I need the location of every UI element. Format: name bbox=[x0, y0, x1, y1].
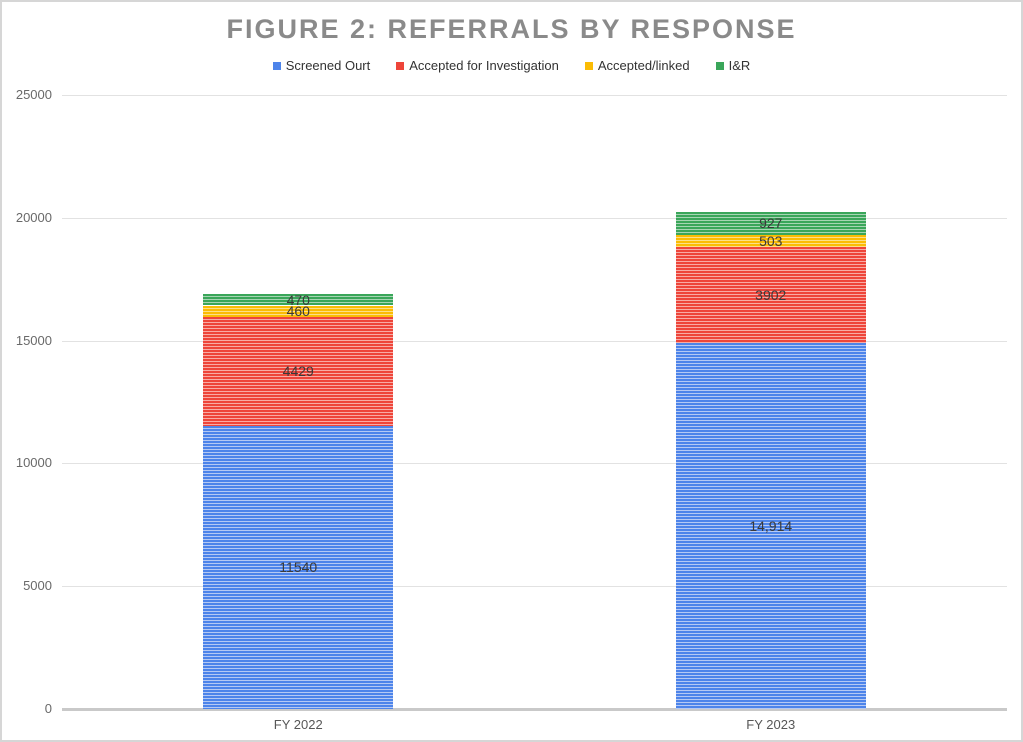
bar-value-label: 14,914 bbox=[749, 517, 793, 534]
bar-segment-i-r bbox=[675, 211, 866, 235]
legend-item: I&R bbox=[715, 58, 751, 73]
gridline bbox=[62, 463, 1007, 465]
chart-legend: Screened Ourt Accepted for Investigation A… bbox=[2, 58, 1021, 73]
legend-item: Accepted/linked bbox=[584, 58, 690, 73]
bar-value-label: 11540 bbox=[279, 559, 318, 576]
bar-value-label: 503 bbox=[759, 232, 783, 249]
legend-marker-icon bbox=[272, 61, 281, 70]
gridline bbox=[62, 340, 1007, 342]
legend-item: Screened Ourt bbox=[272, 58, 371, 73]
bar-segment-accepted-for-investigation bbox=[203, 316, 394, 426]
bar-value-label: 4429 bbox=[282, 363, 314, 380]
bar-value-label: 927 bbox=[759, 215, 783, 232]
bar-segment-accepted-linked bbox=[203, 305, 394, 317]
gridline bbox=[62, 217, 1007, 219]
legend-label: Accepted for Investigation bbox=[409, 58, 559, 73]
y-tick-label: 10000 bbox=[15, 455, 52, 471]
bar-value-label: 470 bbox=[286, 291, 310, 308]
legend-label: Accepted/linked bbox=[597, 58, 690, 73]
bar-segment-accepted-linked bbox=[675, 234, 866, 247]
y-tick-label: 0 bbox=[44, 701, 52, 716]
bar-value-label: 3902 bbox=[755, 286, 787, 303]
bar-segment-i-r bbox=[203, 293, 394, 306]
bar-segment-screened-ourt bbox=[675, 342, 866, 709]
legend-marker-icon bbox=[396, 61, 405, 70]
bar-value-label: 460 bbox=[286, 303, 310, 320]
x-axis-line bbox=[62, 708, 1007, 711]
gridline bbox=[62, 586, 1007, 588]
legend-label: Screened Ourt bbox=[285, 58, 371, 73]
legend-marker-icon bbox=[715, 61, 724, 70]
y-tick-label: 20000 bbox=[15, 209, 52, 225]
x-axis-label: FY 2023 bbox=[746, 717, 796, 732]
bar-segment-accepted-for-investigation bbox=[675, 246, 866, 343]
chart-title: FIGURE 2: REFERRALS BY RESPONSE bbox=[226, 14, 797, 44]
x-axis-label: FY 2022 bbox=[273, 717, 323, 732]
y-tick-label: 25000 bbox=[15, 87, 52, 102]
legend-marker-icon bbox=[584, 61, 593, 70]
legend-item: Accepted for Investigation bbox=[396, 58, 559, 73]
y-tick-label: 5000 bbox=[23, 578, 52, 594]
bar-segment-screened-ourt bbox=[203, 425, 394, 709]
legend-label: I&R bbox=[728, 58, 751, 73]
gridline bbox=[62, 95, 1007, 96]
y-tick-label: 15000 bbox=[15, 332, 52, 348]
